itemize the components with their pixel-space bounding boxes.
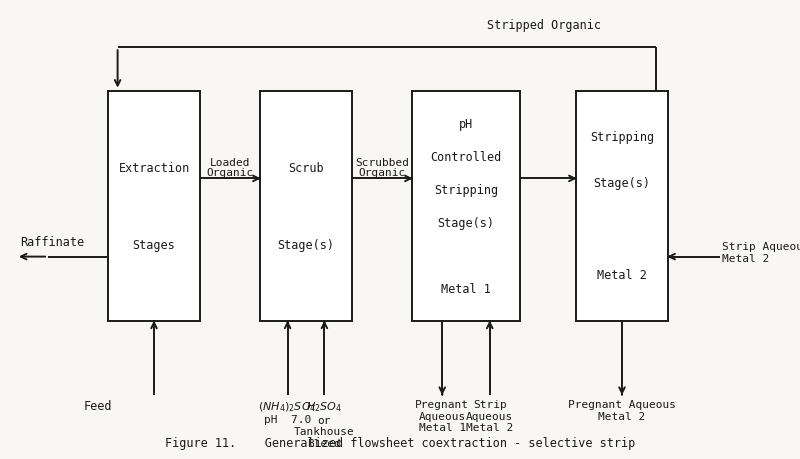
Text: Stripping: Stripping — [590, 131, 654, 144]
Text: Pregnant Aqueous
Metal 2: Pregnant Aqueous Metal 2 — [568, 399, 676, 421]
Text: Controlled: Controlled — [430, 151, 502, 164]
Text: Extraction: Extraction — [118, 162, 190, 175]
Text: Organic: Organic — [358, 168, 406, 178]
Bar — [108, 92, 200, 321]
Bar — [576, 92, 668, 321]
Text: Strip Aqueous: Strip Aqueous — [722, 241, 800, 252]
Text: Stage(s): Stage(s) — [594, 177, 650, 190]
Text: Pregnant
Aqueous
Metal 1: Pregnant Aqueous Metal 1 — [415, 399, 470, 432]
Text: pH: pH — [459, 118, 473, 131]
Bar — [412, 92, 520, 321]
Text: Raffinate: Raffinate — [20, 236, 84, 249]
Text: $(NH_4)_2SO_4$
pH  7.0: $(NH_4)_2SO_4$ pH 7.0 — [258, 399, 317, 425]
Text: Stages: Stages — [133, 238, 175, 251]
Text: Loaded: Loaded — [210, 157, 250, 168]
Text: $H_2SO_4$
or
Tankhouse
Bleed: $H_2SO_4$ or Tankhouse Bleed — [294, 399, 354, 448]
Text: Metal 1: Metal 1 — [441, 282, 491, 295]
Bar — [260, 92, 352, 321]
Text: Stage(s): Stage(s) — [438, 217, 494, 230]
Text: Stripping: Stripping — [434, 184, 498, 196]
Text: Scrubbed: Scrubbed — [355, 157, 409, 168]
Text: Strip
Aqueous
Metal 2: Strip Aqueous Metal 2 — [466, 399, 514, 432]
Text: Metal 2: Metal 2 — [722, 254, 770, 264]
Text: Stripped Organic: Stripped Organic — [487, 19, 601, 32]
Text: Feed: Feed — [84, 399, 112, 412]
Text: Scrub: Scrub — [288, 162, 324, 175]
Text: Figure 11.    Generalized flowsheet coextraction - selective strip: Figure 11. Generalized flowsheet coextra… — [165, 436, 635, 449]
Text: Stage(s): Stage(s) — [278, 238, 334, 251]
Text: Metal 2: Metal 2 — [597, 269, 647, 282]
Text: Organic: Organic — [206, 168, 254, 178]
